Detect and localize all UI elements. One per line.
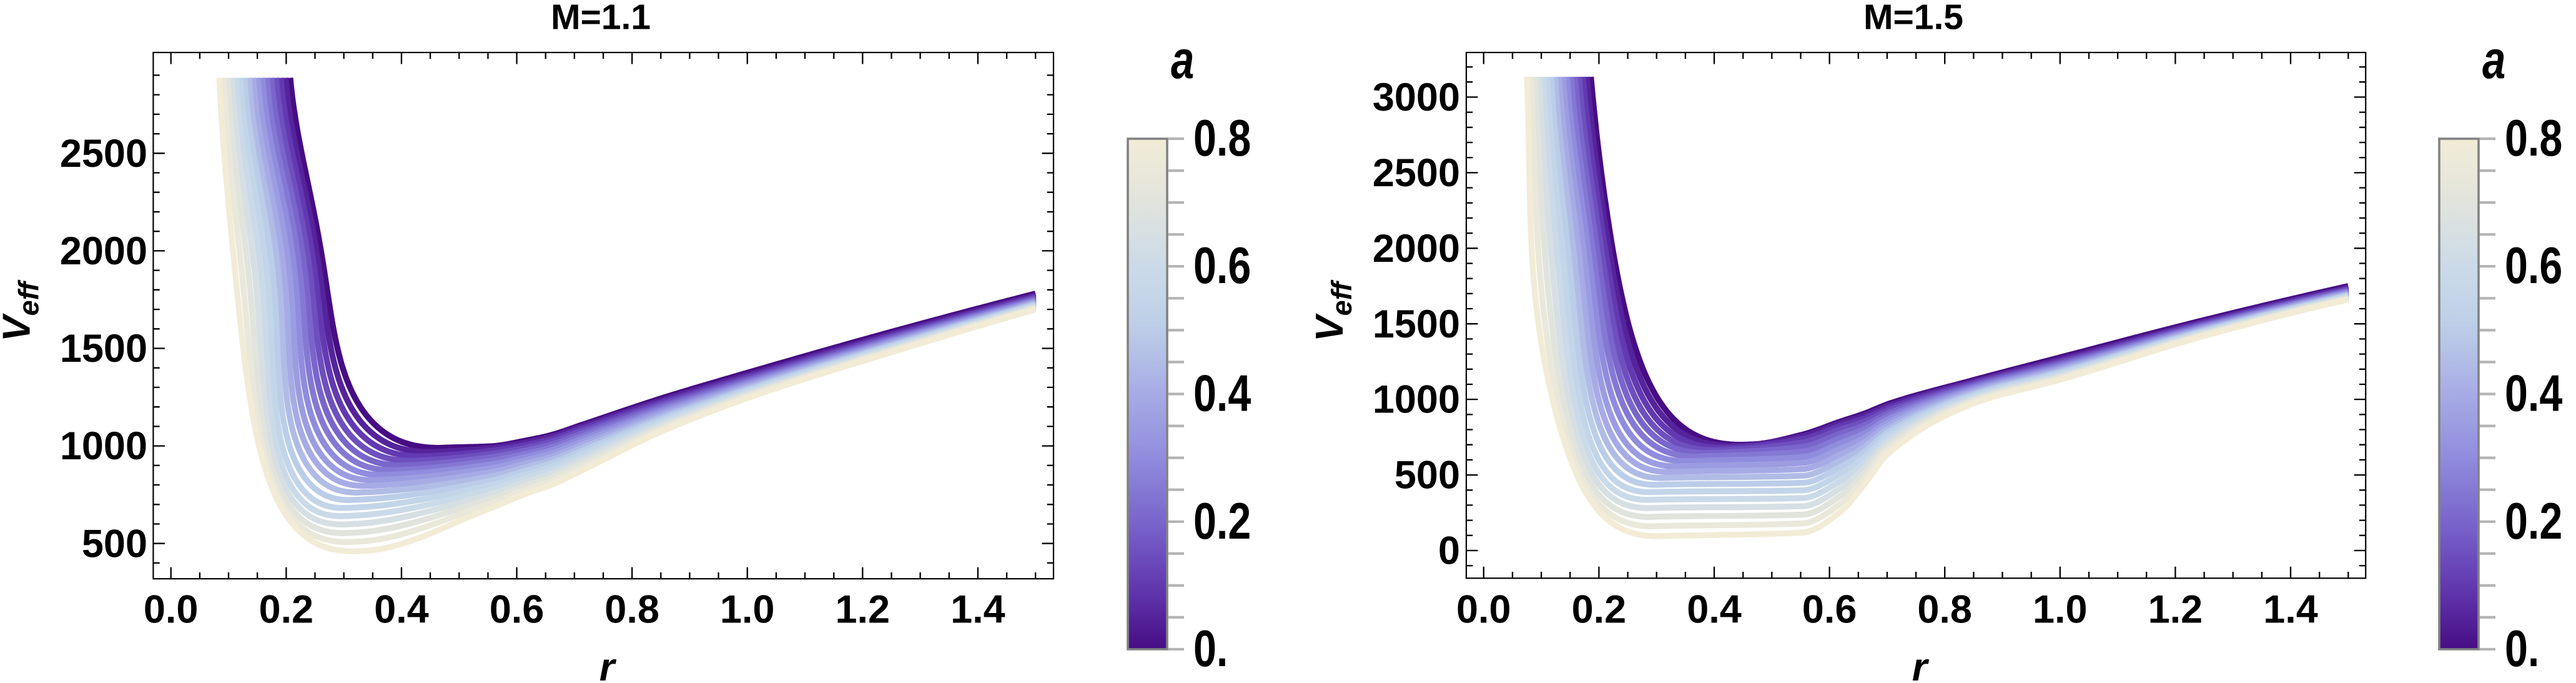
svg-text:0.6: 0.6 <box>1802 588 1857 632</box>
svg-text:0.: 0. <box>1193 619 1228 677</box>
svg-text:2500: 2500 <box>60 132 147 176</box>
svg-text:a: a <box>1171 30 1194 90</box>
svg-text:0.0: 0.0 <box>1456 588 1511 632</box>
svg-text:0.4: 0.4 <box>2505 364 2562 422</box>
svg-text:r: r <box>1912 646 1930 683</box>
svg-text:0.2: 0.2 <box>1193 492 1251 550</box>
svg-text:1500: 1500 <box>1373 302 1460 346</box>
svg-text:0.2: 0.2 <box>2505 492 2562 550</box>
svg-text:1500: 1500 <box>60 327 147 371</box>
svg-text:1.0: 1.0 <box>720 588 775 632</box>
svg-text:0.4: 0.4 <box>374 588 429 632</box>
svg-text:3000: 3000 <box>1373 76 1460 119</box>
svg-text:0.0: 0.0 <box>144 588 199 632</box>
svg-text:M=1.1: M=1.1 <box>551 0 651 37</box>
svg-text:1.4: 1.4 <box>2263 588 2318 632</box>
svg-text:0.8: 0.8 <box>605 588 659 632</box>
svg-text:0.: 0. <box>2505 619 2539 677</box>
svg-text:2000: 2000 <box>1373 227 1460 271</box>
svg-text:1.0: 1.0 <box>2033 588 2088 632</box>
svg-text:0.8: 0.8 <box>2505 109 2562 167</box>
svg-text:2000: 2000 <box>60 229 147 273</box>
svg-text:M=1.5: M=1.5 <box>1863 0 1963 37</box>
svg-text:0.2: 0.2 <box>1572 588 1627 632</box>
svg-text:0.4: 0.4 <box>1193 364 1251 422</box>
svg-text:1000: 1000 <box>60 424 147 468</box>
svg-text:r: r <box>600 646 617 683</box>
svg-text:0.4: 0.4 <box>1687 588 1742 632</box>
svg-text:1.2: 1.2 <box>2148 588 2203 632</box>
svg-text:a: a <box>2482 30 2505 90</box>
svg-text:0.8: 0.8 <box>1193 109 1251 167</box>
svg-text:1000: 1000 <box>1373 378 1460 422</box>
svg-text:0.6: 0.6 <box>1193 236 1251 294</box>
svg-text:0.6: 0.6 <box>2505 236 2562 294</box>
svg-text:500: 500 <box>1394 454 1460 497</box>
svg-text:2500: 2500 <box>1373 151 1460 195</box>
svg-text:1.4: 1.4 <box>950 588 1005 632</box>
svg-text:0: 0 <box>1438 529 1460 573</box>
svg-text:0.2: 0.2 <box>259 588 314 632</box>
svg-text:1.2: 1.2 <box>836 588 891 632</box>
svg-text:0.8: 0.8 <box>1917 588 1972 632</box>
svg-text:500: 500 <box>82 522 147 566</box>
svg-text:0.6: 0.6 <box>490 588 545 632</box>
